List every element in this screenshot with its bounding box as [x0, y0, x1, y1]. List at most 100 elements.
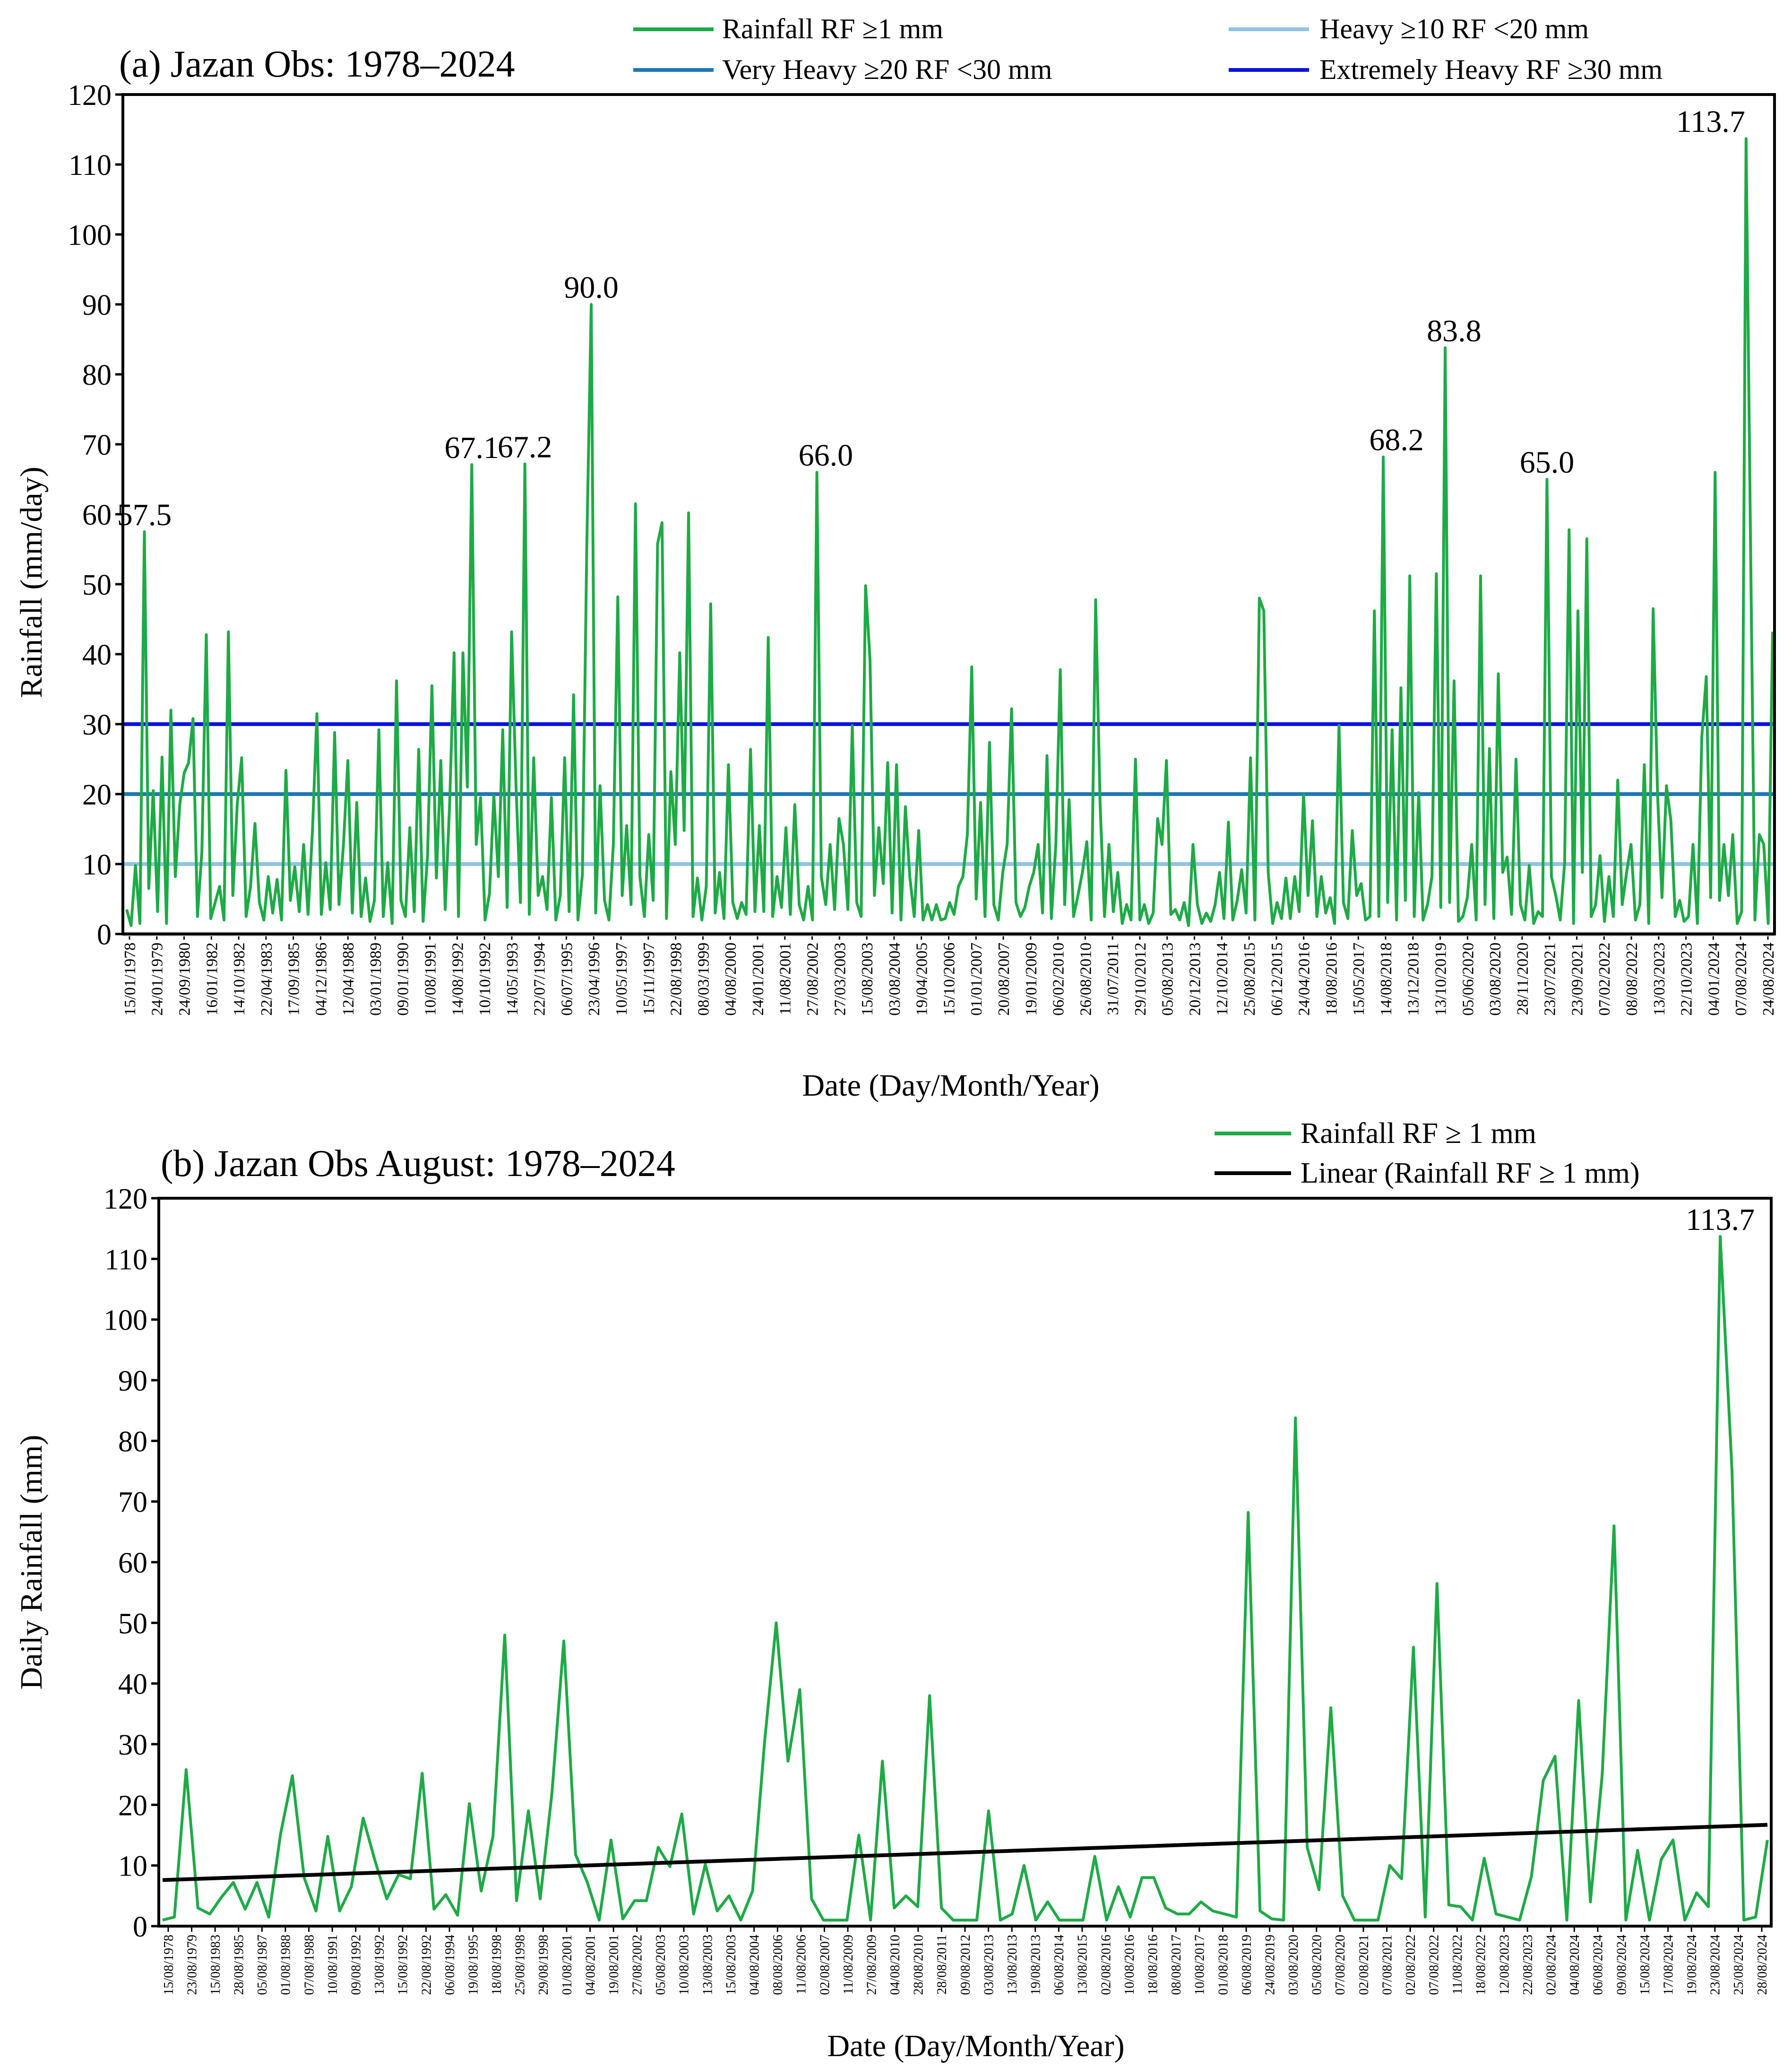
x-tick-label: 07/08/2021 [1380, 1935, 1395, 1995]
x-tick-label: 07/08/2020 [1333, 1935, 1348, 1995]
x-tick-label: 31/07/2011 [1104, 943, 1122, 1015]
x-tick-label: 15/08/2003 [859, 943, 876, 1016]
x-tick-label: 19/08/2001 [607, 1935, 621, 1995]
x-tick-label: 25/08/2024 [1732, 1935, 1746, 1995]
x-tick-label: 15/11/1997 [640, 943, 658, 1015]
y-tick-label: 10 [118, 1851, 147, 1883]
x-tick-label: 02/08/2021 [1357, 1935, 1371, 1995]
x-tick-label: 09/01/1990 [395, 943, 412, 1016]
x-tick-label: 18/08/1998 [490, 1935, 504, 1995]
panel-a-x-axis-label: Date (Day/Month/Year) [802, 1068, 1099, 1103]
x-tick-label: 18/08/2016 [1146, 1935, 1161, 1995]
x-tick-label: 01/08/2001 [560, 1935, 575, 1995]
x-tick-label: 10/08/2017 [1193, 1935, 1207, 1995]
x-tick-label: 10/05/1997 [613, 943, 630, 1016]
x-tick-label: 03/08/2004 [886, 943, 904, 1016]
x-tick-label: 17/08/2024 [1661, 1935, 1676, 1995]
x-tick-label: 15/05/2017 [1350, 943, 1368, 1016]
y-tick-label: 60 [118, 1547, 147, 1579]
x-tick-label: 27/08/2002 [630, 1935, 645, 1995]
x-tick-label: 13/12/2018 [1405, 943, 1422, 1016]
x-tick-label: 08/08/2006 [771, 1935, 785, 1995]
panel-b-y-axis-label: Daily Rainfall (mm) [14, 1435, 49, 1690]
panel-b-linear-trend-line [162, 1823, 1768, 1882]
x-tick-label: 11/08/2022 [1450, 1935, 1465, 1995]
x-tick-label: 12/10/2014 [1214, 943, 1231, 1016]
panel-b-title: (b) Jazan Obs August: 1978–2024 [161, 1143, 675, 1185]
x-tick-label: 06/08/1994 [443, 1935, 457, 1995]
x-tick-label: 16/01/1982 [203, 943, 221, 1016]
x-tick-label: 12/04/1988 [340, 943, 357, 1016]
y-tick-label: 90 [82, 289, 112, 321]
x-tick-label: 25/08/2015 [1241, 943, 1258, 1016]
x-tick-label: 11/08/2009 [841, 1935, 856, 1995]
x-tick-label: 06/08/2014 [1052, 1935, 1067, 1995]
x-tick-label: 15/08/2024 [1638, 1935, 1653, 1995]
x-tick-label: 07/08/2022 [1427, 1935, 1442, 1995]
x-tick-label: 08/08/2017 [1169, 1935, 1184, 1995]
x-tick-label: 05/06/2020 [1459, 943, 1477, 1016]
peak-value-label: 90.0 [564, 270, 619, 305]
y-tick-label: 10 [82, 849, 112, 881]
x-tick-label: 10/08/2016 [1122, 1935, 1137, 1995]
x-tick-label: 02/08/2007 [818, 1935, 832, 1995]
x-tick-label: 01/01/2007 [968, 943, 985, 1016]
panel-b-x-ticks: 15/08/1978 23/08/1979 15/08/1983 28/08/1985… [162, 1926, 1770, 1995]
x-tick-label: 15/01/1978 [121, 943, 139, 1016]
y-tick-label: 110 [69, 149, 112, 182]
x-tick-label: 01/08/1988 [279, 1935, 293, 1995]
x-tick-label: 15/08/1992 [396, 1935, 411, 1995]
x-tick-label: 11/08/2006 [794, 1935, 809, 1995]
peak-value-label: 67.1 [445, 431, 500, 465]
y-tick-label: 100 [68, 219, 112, 251]
x-tick-label: 06/02/2010 [1050, 943, 1068, 1016]
peak-value-label: 83.8 [1427, 314, 1482, 348]
panel-a-y-ticks: 0 10 20 30 40 50 60 70 80 90 100 110 120 [68, 79, 123, 951]
x-tick-label: 10/08/2003 [677, 1935, 692, 1995]
y-tick-label: 110 [104, 1244, 147, 1276]
y-tick-label: 120 [68, 79, 112, 112]
x-tick-label: 14/08/2018 [1378, 943, 1395, 1016]
x-tick-label: 07/02/2022 [1596, 943, 1613, 1016]
peak-value-label: 113.7 [1686, 1202, 1755, 1237]
x-tick-label: 28/11/2020 [1514, 943, 1532, 1015]
y-tick-label: 90 [118, 1365, 147, 1397]
x-tick-label: 02/08/2016 [1099, 1935, 1113, 1995]
x-tick-label: 05/08/2020 [1310, 1935, 1325, 1995]
x-tick-label: 24/01/2001 [750, 943, 767, 1016]
x-tick-label: 29/10/2012 [1132, 943, 1149, 1016]
x-tick-label: 18/08/2016 [1323, 943, 1340, 1016]
x-tick-label: 23/09/2021 [1568, 943, 1586, 1016]
x-tick-label: 24/09/1980 [176, 943, 193, 1016]
x-tick-label: 05/08/2013 [1159, 943, 1177, 1016]
x-tick-label: 05/08/2003 [654, 1935, 668, 1995]
x-tick-label: 04/12/1986 [312, 943, 330, 1016]
x-tick-label: 04/08/2001 [583, 1935, 598, 1995]
y-tick-label: 50 [118, 1608, 147, 1640]
x-tick-label: 11/08/2001 [777, 943, 794, 1015]
x-tick-label: 22/08/1998 [668, 943, 685, 1016]
x-tick-label: 20/08/2007 [995, 943, 1013, 1016]
x-tick-label: 27/08/2009 [864, 1935, 879, 1995]
x-tick-label: 03/08/2013 [982, 1935, 996, 1995]
y-tick-label: 20 [82, 779, 112, 811]
y-tick-label: 60 [82, 499, 112, 531]
panel-a-y-axis-label: Rainfall (mm/day) [14, 467, 49, 698]
x-tick-label: 10/08/1991 [326, 1935, 340, 1995]
panel-a-plot-frame [121, 93, 1776, 935]
x-tick-label: 04/08/2004 [748, 1935, 762, 1995]
x-tick-label: 15/08/1983 [208, 1935, 223, 1995]
x-tick-label: 01/08/2018 [1216, 1935, 1231, 1995]
x-tick-label: 04/08/2024 [1568, 1935, 1582, 1995]
x-tick-label: 19/08/2013 [1029, 1935, 1043, 1995]
x-tick-label: 04/08/2000 [722, 943, 740, 1016]
x-tick-label: 23/07/2021 [1542, 943, 1559, 1016]
panel-a: Rainfall RF ≥1 mm Heavy ≥10 RF <20 mm Ve… [14, 13, 1777, 1103]
x-tick-label: 13/08/2013 [1005, 1935, 1020, 1995]
x-tick-label: 28/08/1985 [232, 1935, 247, 1995]
x-tick-label: 20/12/2013 [1186, 943, 1204, 1016]
x-tick-label: 26/08/2010 [1077, 943, 1094, 1016]
x-tick-label: 14/08/1992 [449, 943, 466, 1016]
x-tick-label: 06/08/2019 [1240, 1935, 1254, 1995]
